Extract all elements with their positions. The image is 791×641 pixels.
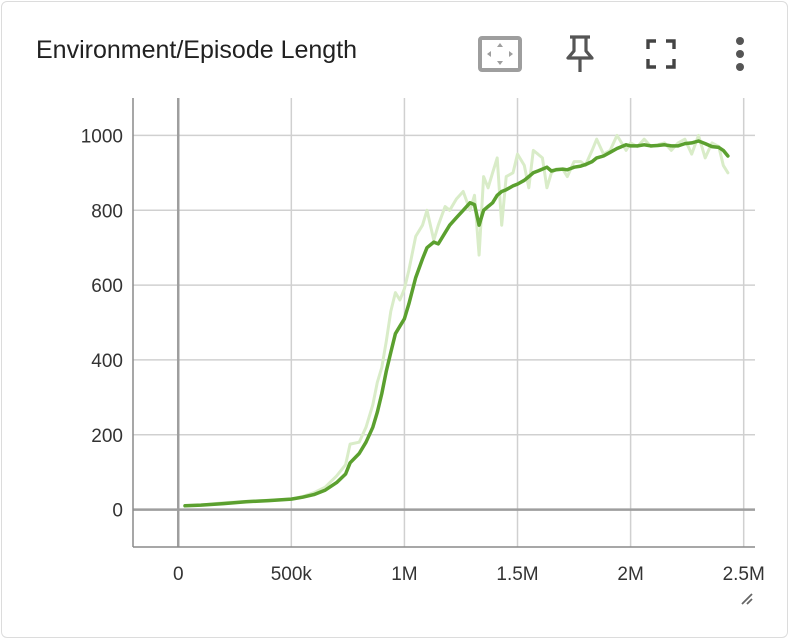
x-tick-label: 1.5M — [496, 564, 538, 585]
fit-domain-button[interactable] — [478, 32, 522, 76]
y-tick-label: 400 — [91, 351, 123, 372]
y-tick-label: 200 — [91, 426, 123, 447]
more-vert-icon — [736, 37, 744, 71]
pin-icon — [566, 35, 594, 72]
pin-button[interactable] — [558, 32, 602, 76]
series-line-raw[interactable] — [183, 133, 730, 508]
y-tick-label: 800 — [91, 201, 123, 222]
x-tick-label: 2M — [617, 564, 643, 585]
x-tick-label: 1M — [391, 564, 417, 585]
y-tick-label: 600 — [91, 276, 123, 297]
y-tick-label: 0 — [112, 501, 123, 522]
y-tick-label: 1000 — [81, 126, 123, 147]
more-options-button[interactable] — [718, 32, 762, 76]
x-tick-label: 2.5M — [723, 564, 765, 585]
fullscreen-button[interactable] — [639, 32, 683, 76]
x-tick-label: 0 — [173, 564, 184, 585]
card-title: Environment/Episode Length — [36, 36, 358, 64]
fullscreen-icon — [646, 39, 676, 69]
resize-handle-icon[interactable] — [738, 590, 754, 606]
fit-domain-icon — [478, 36, 522, 72]
series-line-smoothed[interactable] — [183, 139, 730, 508]
x-tick-label: 500k — [271, 564, 313, 585]
